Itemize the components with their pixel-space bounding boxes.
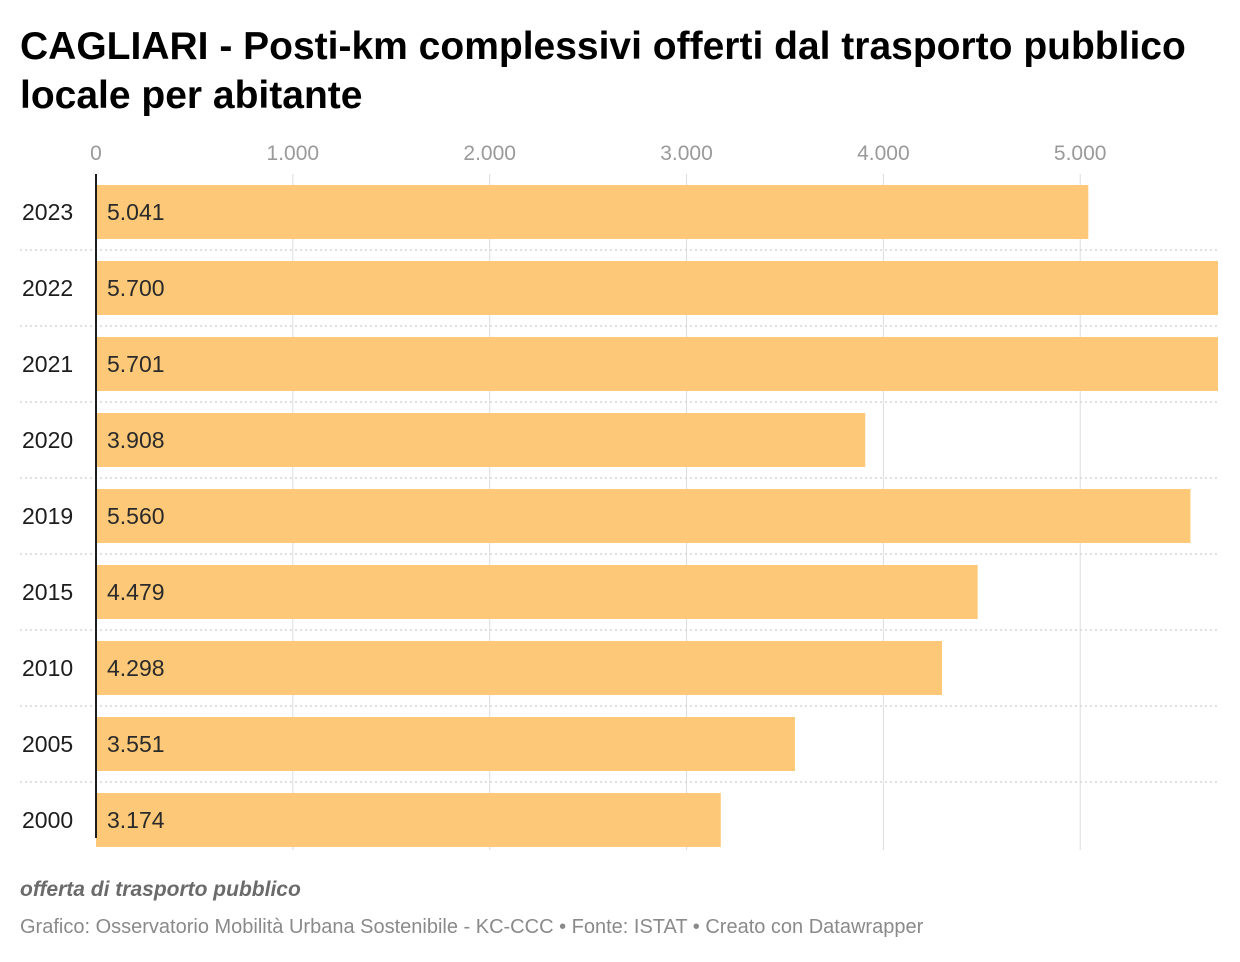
value-label: 5.700 [107, 275, 165, 301]
value-label: 4.479 [107, 579, 165, 605]
bar [96, 489, 1191, 543]
x-tick-label: 2.000 [463, 142, 516, 165]
bar [96, 565, 978, 619]
category-label: 2000 [22, 807, 73, 833]
value-label: 3.174 [107, 807, 165, 833]
value-labels: 5.041 5.700 5.701 3.908 5.560 4.479 4.298 3.551… [107, 199, 165, 833]
x-tick-label: 5.000 [1054, 142, 1107, 165]
category-label: 2015 [22, 579, 73, 605]
x-tick-label: 4.000 [857, 142, 910, 165]
category-label: 2023 [22, 199, 73, 225]
x-tick-label: 1.000 [267, 142, 320, 165]
bar [96, 413, 866, 467]
footer-note: offerta di trasporto pubblico [20, 878, 301, 901]
bar [96, 185, 1089, 239]
value-label: 3.551 [107, 731, 165, 757]
category-label: 2020 [22, 427, 73, 453]
bar [96, 641, 943, 695]
value-label: 5.701 [107, 351, 165, 377]
value-label: 5.560 [107, 503, 165, 529]
bar [96, 717, 795, 771]
x-tick-label: 3.000 [660, 142, 713, 165]
category-labels: 2023 2022 2021 2020 2019 2015 2010 2005 2000 [22, 199, 73, 833]
category-label: 2019 [22, 503, 73, 529]
footer-credits: Grafico: Osservatorio Mobilità Urbana So… [20, 916, 924, 938]
category-label: 2022 [22, 275, 73, 301]
bar-chart: 0 1.000 2.000 3.000 4.000 5.000 2023202220212… [20, 142, 1218, 850]
chart-title: CAGLIARI - Posti-km complessivi offerti … [20, 25, 1186, 117]
bars [96, 185, 1218, 847]
value-label: 5.041 [107, 199, 165, 225]
bar [96, 337, 1218, 391]
x-axis-ticks: 0 1.000 2.000 3.000 4.000 5.000 [90, 142, 1106, 165]
value-label: 3.908 [107, 427, 165, 453]
category-label: 2010 [22, 655, 73, 681]
category-label: 2021 [22, 351, 73, 377]
bar [96, 793, 721, 847]
x-tick-label: 0 [90, 142, 102, 165]
category-label: 2005 [22, 731, 73, 757]
bar [96, 261, 1218, 315]
value-label: 4.298 [107, 655, 165, 681]
